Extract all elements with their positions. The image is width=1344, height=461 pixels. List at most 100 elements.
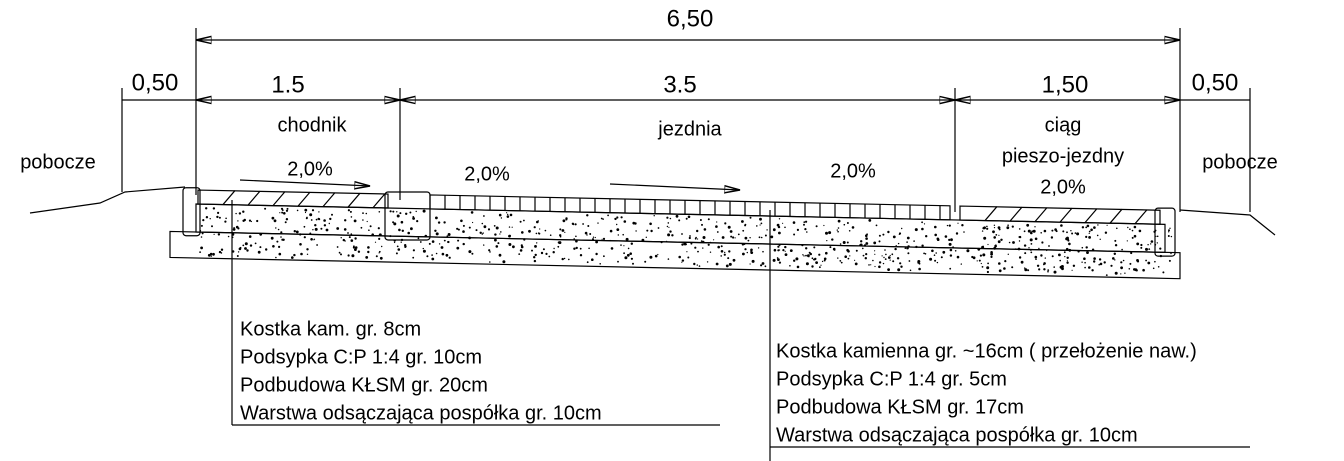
aggregate	[773, 248, 777, 252]
aggregate	[508, 243, 512, 246]
aggregate	[702, 247, 704, 249]
aggregate	[889, 254, 891, 257]
notes: Kostka kam. gr. 8cm Podsypka C:P 1:4 gr. …	[240, 318, 1197, 446]
aggregate	[666, 225, 669, 228]
aggregate	[1038, 247, 1040, 250]
aggregate	[602, 218, 604, 220]
aggregate	[743, 243, 746, 245]
aggregate	[415, 210, 417, 213]
aggregate	[1085, 246, 1088, 249]
aggregate	[776, 223, 780, 227]
aggregate	[1128, 268, 1131, 270]
aggregate	[246, 249, 249, 252]
aggregate	[395, 252, 398, 255]
aggregate	[622, 233, 624, 236]
aggregate	[1040, 232, 1042, 234]
aggregate	[983, 236, 987, 240]
aggregate	[278, 252, 282, 256]
slope-label: 2,0%	[464, 163, 510, 185]
zone-label: pobocze	[1202, 151, 1278, 173]
aggregate	[709, 251, 712, 253]
aggregate	[592, 236, 595, 238]
aggregate	[404, 245, 407, 248]
aggregate	[561, 257, 564, 261]
aggregate	[784, 245, 787, 249]
aggregate	[1135, 269, 1138, 272]
aggregate	[809, 252, 812, 256]
aggregate	[942, 250, 946, 254]
aggregate	[796, 265, 800, 269]
aggregate	[242, 244, 245, 247]
aggregate	[998, 234, 1000, 236]
aggregate	[565, 218, 568, 221]
aggregate	[350, 216, 353, 218]
aggregate	[792, 221, 796, 224]
aggregate	[878, 265, 881, 269]
aggregate	[1006, 226, 1010, 230]
aggregate	[734, 237, 736, 239]
aggregate	[422, 209, 426, 213]
aggregate	[379, 256, 383, 260]
aggregate	[435, 252, 438, 255]
aggregate	[511, 226, 513, 228]
aggregate	[1051, 255, 1054, 258]
aggregate	[371, 233, 375, 236]
aggregate	[199, 251, 202, 254]
aggregate	[728, 262, 732, 266]
aggregate	[284, 221, 287, 224]
aggregate	[935, 252, 937, 254]
aggregate	[295, 230, 299, 234]
aggregate	[443, 221, 446, 224]
aggregate	[597, 222, 599, 224]
aggregate	[405, 212, 408, 215]
aggregate	[744, 236, 748, 240]
aggregate	[689, 235, 691, 237]
aggregate	[353, 219, 357, 223]
aggregate	[277, 228, 280, 231]
aggregate	[1098, 258, 1102, 261]
aggregate	[448, 256, 451, 259]
aggregate	[398, 228, 401, 232]
aggregate	[681, 261, 683, 263]
aggregate	[1155, 235, 1157, 237]
aggregate	[338, 251, 341, 254]
aggregate	[1076, 232, 1080, 236]
note-line: Podbudowa KŁSM gr. 17cm	[776, 396, 1024, 418]
aggregate	[760, 236, 763, 239]
aggregate	[698, 265, 701, 267]
aggregate	[323, 219, 326, 222]
aggregate	[1030, 251, 1033, 254]
aggregate	[422, 247, 424, 250]
aggregate	[1035, 258, 1037, 261]
aggregate	[607, 214, 609, 217]
aggregate	[325, 228, 329, 232]
aggregate	[318, 211, 320, 213]
aggregate	[1120, 266, 1123, 270]
aggregate	[842, 241, 846, 244]
aggregate	[488, 249, 491, 252]
aggregate	[892, 235, 896, 239]
aggregate	[874, 250, 876, 252]
aggregate	[987, 262, 989, 265]
aggregate	[200, 246, 204, 250]
aggregate	[759, 217, 762, 221]
aggregate	[218, 216, 221, 219]
aggregate	[909, 269, 912, 272]
aggregate	[749, 263, 751, 265]
aggregate	[702, 240, 705, 244]
aggregate	[913, 240, 915, 242]
aggregate	[369, 225, 372, 228]
aggregate	[751, 259, 755, 263]
aggregate	[1133, 234, 1137, 238]
aggregate	[445, 253, 449, 257]
aggregate	[446, 235, 449, 237]
aggregate	[687, 215, 691, 219]
aggregate	[685, 217, 688, 220]
aggregate	[586, 261, 589, 264]
aggregate	[872, 259, 874, 262]
aggregate	[571, 222, 575, 225]
aggregate	[534, 253, 537, 257]
aggregate	[906, 236, 910, 240]
aggregate	[616, 216, 619, 219]
aggregate	[431, 254, 433, 256]
